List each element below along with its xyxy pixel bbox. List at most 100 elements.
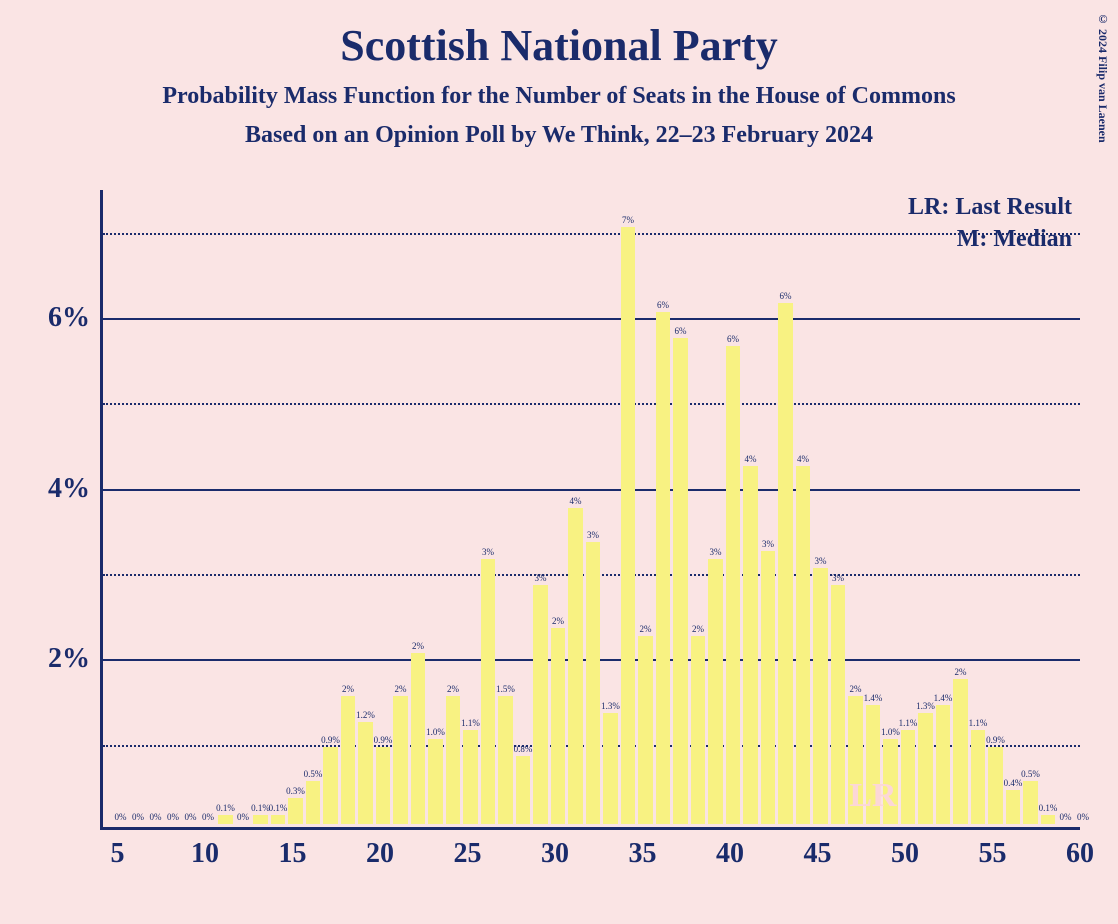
bar [953, 679, 968, 824]
bar-value-label: 0% [115, 812, 127, 822]
bar-value-label: 3% [482, 547, 494, 557]
x-axis-label: 55 [979, 838, 1007, 870]
bar-value-label: 0% [202, 812, 214, 822]
x-axis-label: 45 [804, 838, 832, 870]
bar [481, 559, 496, 824]
bar-value-label: 7% [622, 215, 634, 225]
bar [603, 713, 618, 824]
bar [656, 312, 671, 824]
bar [691, 636, 706, 824]
bar-value-label: 2% [395, 684, 407, 694]
bar [673, 338, 688, 824]
bar-value-label: 1.1% [969, 718, 988, 728]
bar-value-label: 0% [185, 812, 197, 822]
x-axis-label: 60 [1066, 838, 1094, 870]
bar-value-label: 0% [1077, 812, 1089, 822]
bar-value-label: 0.5% [1021, 769, 1040, 779]
bar [446, 696, 461, 824]
chart-area: 0%0%0%0%0%0%0.1%0%0.1%0.1%0.3%0.5%0.9%2%… [100, 190, 1080, 830]
bar [831, 585, 846, 824]
bar [393, 696, 408, 824]
y-axis-label: 2% [48, 643, 90, 675]
bar-value-label: 1.5% [496, 684, 515, 694]
bar-value-label: 4% [570, 496, 582, 506]
bar-value-label: 2% [850, 684, 862, 694]
copyright-text: © 2024 Filip van Laenen [1095, 12, 1110, 143]
bar-value-label: 0.1% [1039, 803, 1058, 813]
bar-value-label: 0.4% [1004, 778, 1023, 788]
bar-value-label: 2% [692, 624, 704, 634]
bar [411, 653, 426, 824]
plot-region: 0%0%0%0%0%0%0.1%0%0.1%0.1%0.3%0.5%0.9%2%… [100, 190, 1080, 830]
bar-value-label: 0.9% [986, 735, 1005, 745]
bar-value-label: 0.8% [514, 744, 533, 754]
bar-value-label: 6% [727, 334, 739, 344]
bar-value-label: 1.0% [426, 727, 445, 737]
y-axis-label: 6% [48, 302, 90, 334]
gridline-minor [103, 403, 1080, 405]
bar [621, 227, 636, 824]
bar [813, 568, 828, 824]
y-axis-label: 4% [48, 473, 90, 505]
bar [533, 585, 548, 824]
bar-value-label: 0% [1060, 812, 1072, 822]
bar-value-label: 6% [657, 300, 669, 310]
legend-last-result: LR: Last Result [908, 194, 1072, 221]
bar [358, 722, 373, 824]
bar [796, 466, 811, 824]
bar [778, 303, 793, 824]
bar-value-label: 2% [342, 684, 354, 694]
bar-value-label: 3% [587, 530, 599, 540]
bar [901, 730, 916, 824]
bar [218, 815, 233, 824]
bar [306, 781, 321, 824]
bar-value-label: 0% [132, 812, 144, 822]
bar-value-label: 0% [167, 812, 179, 822]
x-axis-label: 25 [454, 838, 482, 870]
bar-value-label: 2% [447, 684, 459, 694]
bar-value-label: 3% [535, 573, 547, 583]
bar [586, 542, 601, 824]
gridline-minor [103, 233, 1080, 235]
bar-value-label: 6% [675, 326, 687, 336]
bar-value-label: 3% [762, 539, 774, 549]
bar [498, 696, 513, 824]
bar-value-label: 0.5% [304, 769, 323, 779]
bar [271, 815, 286, 824]
bar [1023, 781, 1038, 824]
bar-value-label: 0.9% [374, 735, 393, 745]
bar-value-label: 1.1% [461, 718, 480, 728]
bar [743, 466, 758, 824]
chart-title: Scottish National Party [0, 20, 1118, 71]
bar [253, 815, 268, 824]
gridline-major [103, 318, 1080, 320]
bar-value-label: 0% [150, 812, 162, 822]
bar-value-label: 2% [412, 641, 424, 651]
bar-value-label: 2% [552, 616, 564, 626]
x-axis-label: 10 [191, 838, 219, 870]
x-axis-label: 35 [629, 838, 657, 870]
bar [551, 628, 566, 824]
bar [376, 747, 391, 824]
bar-value-label: 1.3% [916, 701, 935, 711]
bar [1041, 815, 1056, 824]
bar-value-label: 0.3% [286, 786, 305, 796]
bar-value-label: 1.0% [881, 727, 900, 737]
bar [463, 730, 478, 824]
bar-value-label: 3% [815, 556, 827, 566]
bar-value-label: 1.2% [356, 710, 375, 720]
bar [988, 747, 1003, 824]
bar-value-label: 0.1% [251, 803, 270, 813]
chart-subtitle-2: Based on an Opinion Poll by We Think, 22… [0, 122, 1118, 149]
x-axis-label: 15 [279, 838, 307, 870]
bar-value-label: 1.4% [864, 693, 883, 703]
gridline-major [103, 489, 1080, 491]
title-block: Scottish National Party Probability Mass… [0, 0, 1118, 149]
bar [761, 551, 776, 824]
bar-value-label: 2% [955, 667, 967, 677]
bar-value-label: 4% [745, 454, 757, 464]
bar-value-label: 4% [797, 454, 809, 464]
bar [638, 636, 653, 824]
chart-subtitle-1: Probability Mass Function for the Number… [0, 83, 1118, 110]
bar [288, 798, 303, 824]
